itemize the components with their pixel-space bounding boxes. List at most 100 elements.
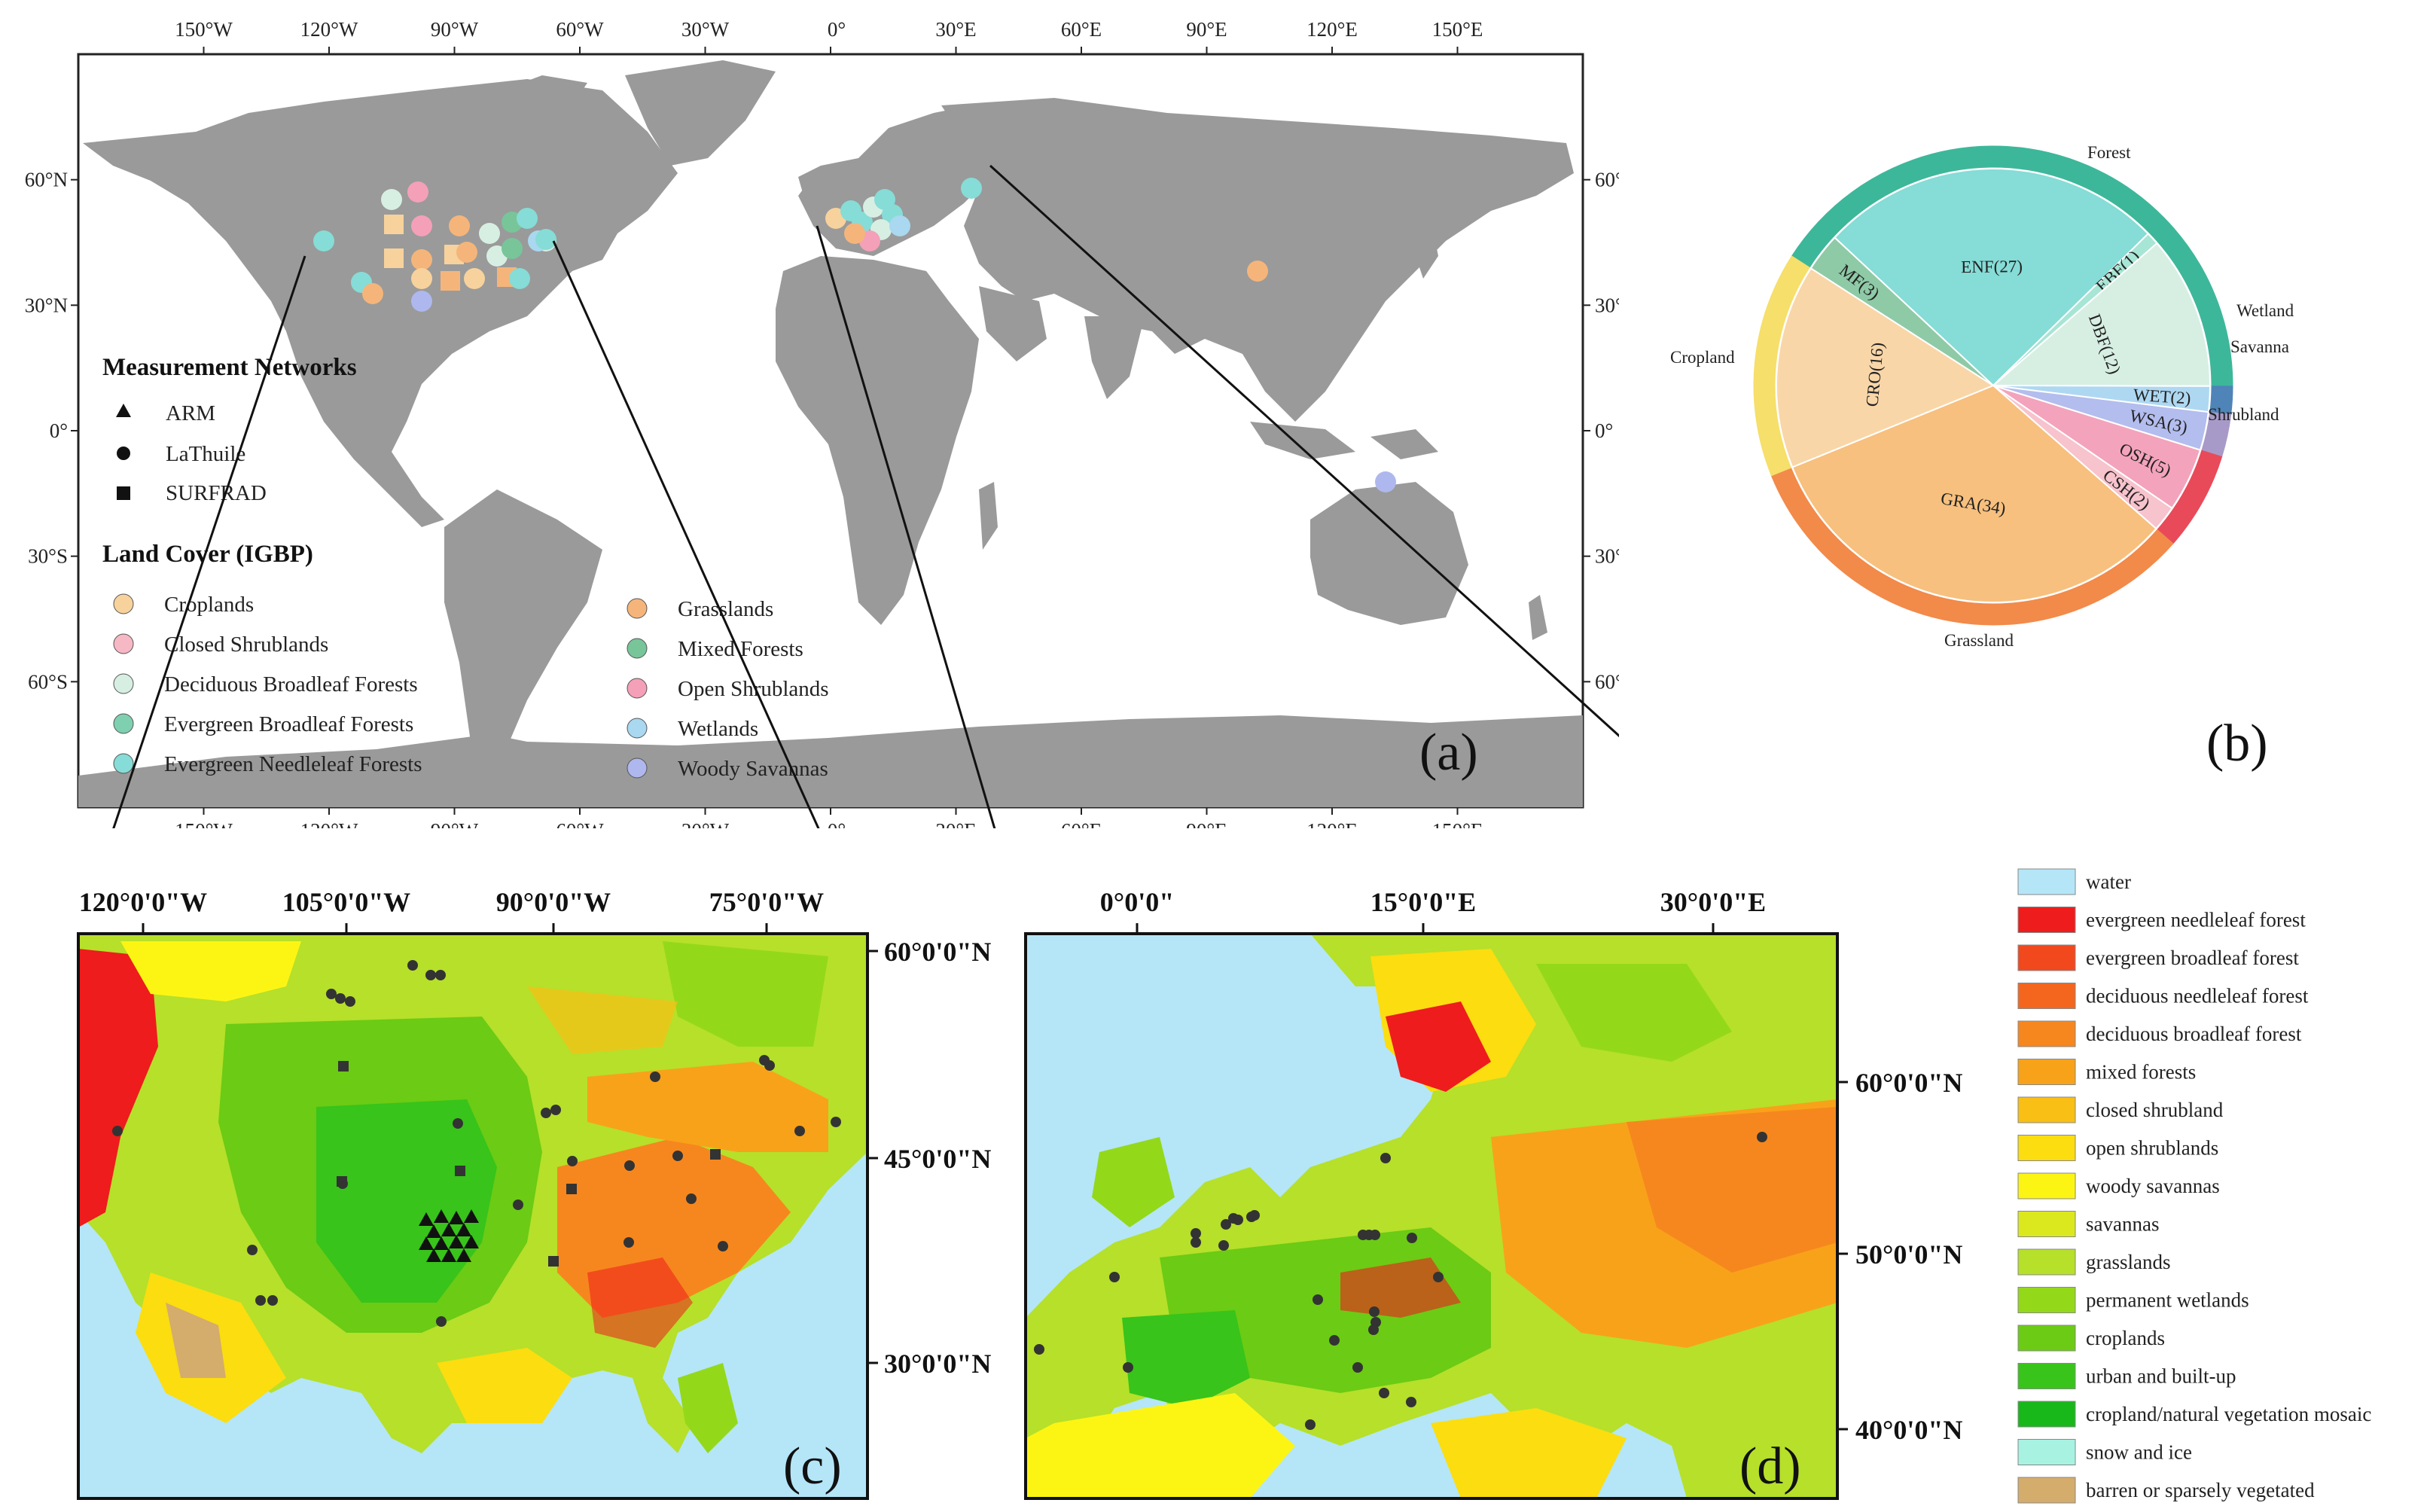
landcover-class-swatch bbox=[2017, 1248, 2076, 1276]
pie-slice-label: ENF(27) bbox=[1961, 257, 2023, 276]
landcover-class-swatch bbox=[2017, 1477, 2076, 1504]
lon-tick-top: 60°E bbox=[1061, 18, 1102, 41]
landcover-class-name: woody savannas bbox=[2086, 1175, 2220, 1197]
europe-panel: 0°0'0" 15°0'0"E 30°0'0"E 60°0'0"N 50°0'0"N 4… bbox=[1024, 887, 1962, 1500]
landcover-class-swatch bbox=[2017, 1135, 2076, 1161]
panel-label-c: (c) bbox=[783, 1437, 842, 1495]
landcover-class-name: deciduous needleleaf forest bbox=[2086, 985, 2309, 1007]
panel-label-d: (d) bbox=[1739, 1437, 1801, 1495]
arm-site-cluster bbox=[419, 1209, 479, 1262]
world-map-panel: 150°W 120°W 90°W 60°W 30°W 0° 30°E 60°E 90°E 120°… bbox=[25, 18, 1619, 828]
lon-tick-top: 90°E bbox=[1186, 18, 1227, 41]
zoom-lines bbox=[112, 164, 1619, 828]
landcover-class-label: Woody Savannas bbox=[678, 757, 828, 781]
lon-tick-bottom: 0° bbox=[828, 819, 846, 828]
lat-tick-left: 0° bbox=[50, 419, 68, 442]
landcover-class-name: evergreen needleleaf forest bbox=[2086, 909, 2306, 931]
north-america-lat-ticks: 60°0'0"N 45°0'0"N 30°0'0"N bbox=[867, 937, 991, 1379]
lon-tick-top: 90°W bbox=[431, 18, 479, 41]
lon-tick-bottom: 60°E bbox=[1061, 819, 1102, 828]
landcover-class-name: croplands bbox=[2086, 1327, 2165, 1349]
panel-label-a: (a) bbox=[1419, 724, 1478, 782]
landcover-class-swatch bbox=[2017, 1287, 2076, 1313]
pie-slice-mf bbox=[1810, 236, 1994, 386]
landcover-class-swatch bbox=[2017, 1020, 2076, 1047]
lon-tick-bottom: 150°E bbox=[1432, 819, 1483, 828]
landcover-swatch bbox=[113, 673, 134, 694]
landcover-class-swatch bbox=[2017, 1439, 2076, 1465]
lon-tick-top: 150°W bbox=[175, 18, 233, 41]
landcover-swatch bbox=[113, 593, 134, 614]
landcover-swatch bbox=[627, 758, 648, 779]
landcover-class-name: cropland/natural vegetation mosaic bbox=[2086, 1403, 2371, 1425]
europe-lon-tick: 15°0'0"E bbox=[1370, 887, 1476, 917]
europe-lat-tick: 40°0'0"N bbox=[1855, 1415, 1962, 1445]
north-america-lat-tick: 60°0'0"N bbox=[884, 937, 991, 967]
landcover-class-swatch bbox=[2017, 1172, 2076, 1200]
landcover-class-name: permanent wetlands bbox=[2086, 1289, 2249, 1312]
landcover-class-swatch bbox=[2017, 1096, 2076, 1123]
north-america-lon-tick: 75°0'0"W bbox=[709, 887, 824, 917]
landcover-legend-left: Croplands Closed Shrublands Deciduous Broa… bbox=[113, 593, 422, 776]
north-america-lat-tick: 45°0'0"N bbox=[884, 1144, 991, 1174]
network-arm-label: ARM bbox=[166, 401, 215, 425]
lon-tick-top: 60°W bbox=[556, 18, 604, 41]
landcover-class-name: snow and ice bbox=[2086, 1441, 2192, 1464]
landcover-class-swatch bbox=[2017, 907, 2076, 933]
north-america-lon-tick: 105°0'0"W bbox=[282, 887, 410, 917]
europe-lat-ticks: 60°0'0"N 50°0'0"N 40°0'0"N bbox=[1837, 1068, 1962, 1445]
pie-group-labels: Forest Wetland Savanna Shrubland Grassland Cr… bbox=[1670, 143, 2294, 650]
landcover-swatch bbox=[113, 713, 134, 734]
pie-group-ring-cropland bbox=[1753, 255, 1810, 477]
landcover-class-swatch bbox=[2017, 944, 2076, 971]
pie-slice-cro bbox=[1776, 267, 1995, 468]
europe-lon-ticks: 0°0'0" 15°0'0"E 30°0'0"E bbox=[1100, 887, 1766, 934]
landcover-class-label: Closed Shrublands bbox=[164, 633, 328, 657]
lon-tick-top: 30°E bbox=[935, 18, 976, 41]
lat-tick-left: 60°S bbox=[28, 670, 68, 693]
landcover-class-label: Evergreen Needleleaf Forests bbox=[164, 752, 422, 776]
lon-tick-top: 120°E bbox=[1306, 18, 1358, 41]
north-america-lon-ticks: 120°0'0"W 105°0'0"W 90°0'0"W 75°0'0"W bbox=[79, 887, 824, 934]
north-america-lat-tick: 30°0'0"N bbox=[884, 1349, 991, 1379]
lon-tick-bottom: 150°W bbox=[175, 819, 233, 828]
landcover-swatch bbox=[627, 678, 648, 699]
world-map-top-ticks: 150°W 120°W 90°W 60°W 30°W 0° 30°E 60°E 90°E 120°… bbox=[175, 18, 1483, 54]
landcover-class-label: Grasslands bbox=[678, 597, 773, 621]
networks-legend-title: Measurement Networks bbox=[102, 354, 357, 381]
site-class-pie: ENF(27) EBF(1)DBF(12)WET(2)WSA(3)OSH(5)CS… bbox=[1753, 145, 2233, 626]
north-america-frame bbox=[77, 932, 869, 1500]
world-map-bottom-ticks: 150°W 120°W 90°W 60°W 30°W 0° 30°E 60°E 90°E 120°… bbox=[175, 807, 1483, 828]
landcover-swatch bbox=[627, 598, 648, 619]
landcover-class-label: Wetlands bbox=[678, 717, 758, 741]
lathuile-marker bbox=[117, 447, 130, 460]
landcover-class-name: mixed forests bbox=[2086, 1061, 2196, 1084]
landcover-class-name: open shrublands bbox=[2086, 1137, 2218, 1160]
landcover-class-swatch bbox=[2017, 1401, 2076, 1428]
landcover-class-label: Croplands bbox=[164, 593, 254, 617]
landcover-class-swatch bbox=[2017, 1363, 2076, 1389]
north-america-panel: 120°0'0"W 105°0'0"W 90°0'0"W 75°0'0"W 60°0'… bbox=[77, 887, 991, 1500]
surfrad-marker bbox=[117, 486, 130, 500]
lat-tick-left: 30°N bbox=[25, 294, 68, 316]
lat-tick-right: 30°N bbox=[1595, 294, 1619, 316]
lon-tick-bottom: 30°E bbox=[935, 819, 976, 828]
pie-group-label: Forest bbox=[2087, 143, 2131, 162]
world-map-right-ticks: 60°N 30°N 0° 30°S 60°S bbox=[1583, 169, 1619, 693]
landcover-class-swatch bbox=[2017, 868, 2076, 895]
arm-marker bbox=[116, 404, 131, 417]
lat-tick-right: 0° bbox=[1595, 419, 1613, 442]
lat-tick-left: 60°N bbox=[25, 169, 68, 191]
pie-slice-enf bbox=[1834, 168, 2150, 387]
lon-tick-top: 0° bbox=[828, 18, 846, 41]
lon-tick-bottom: 90°E bbox=[1186, 819, 1227, 828]
pie-slice-dbf bbox=[1991, 242, 2211, 387]
landcover-class-name: barren or sparsely vegetated bbox=[2086, 1479, 2315, 1501]
landcover-class-label: Open Shrublands bbox=[678, 677, 829, 701]
landcover-class-legend: water evergreen needleleaf forest evergree… bbox=[2017, 868, 2371, 1504]
lat-tick-left: 30°S bbox=[28, 545, 68, 568]
world-map-left-ticks: 60°N 30°N 0° 30°S 60°S bbox=[25, 169, 78, 693]
europe-lat-tick: 60°0'0"N bbox=[1855, 1068, 1962, 1098]
network-lathuile-label: LaThuile bbox=[166, 442, 245, 466]
